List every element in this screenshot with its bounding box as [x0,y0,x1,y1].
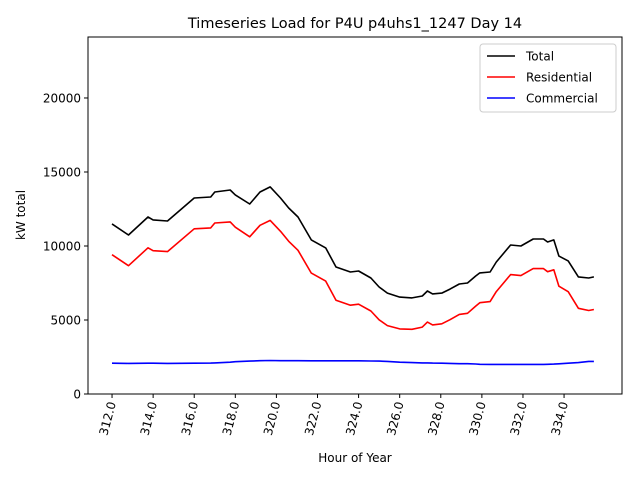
legend-label-total: Total [525,50,554,64]
legend-label-residential: Residential [526,71,592,85]
series-lines [111,186,595,366]
legend-label-commercial: Commercial [526,92,598,106]
y-tick-label: 0 [73,388,81,402]
y-tick-label: 20000 [43,91,81,105]
y-axis-ticks: 0 5000 10000 15000 20000 [43,91,88,402]
legend-box [479,43,617,113]
series-line-total [111,186,595,299]
chart-title: Timeseries Load for P4U p4uhs1_1247 Day … [187,16,522,32]
y-tick-label: 15000 [43,165,81,179]
plot-frame [87,36,623,395]
y-tick-label: 10000 [43,239,81,253]
legend: Total Residential Commercial [479,43,617,113]
y-axis-label: kW total [14,190,28,240]
x-axis-label: Hour of Year [318,451,392,465]
series-line-commercial [111,359,594,366]
y-tick-label: 5000 [50,313,81,327]
series-line-residential [111,219,595,331]
